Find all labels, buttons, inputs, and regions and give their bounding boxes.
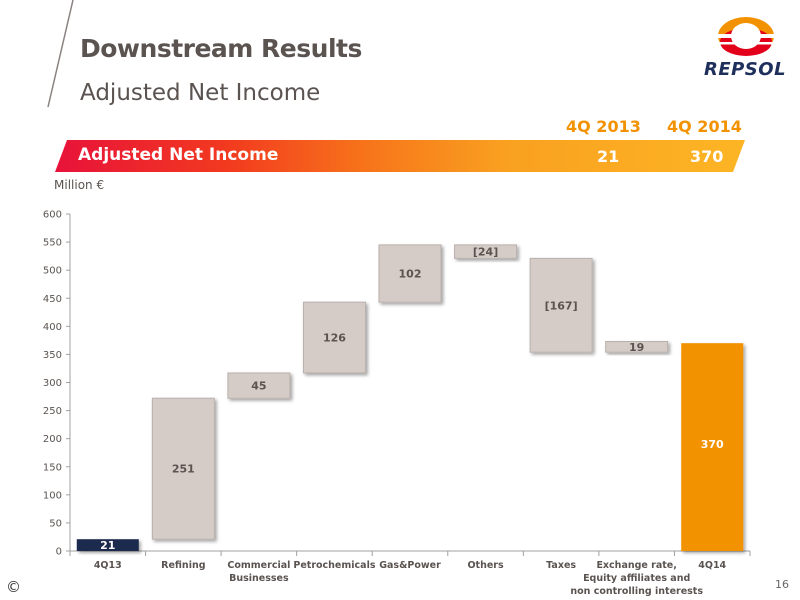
page-subtitle: Adjusted Net Income: [80, 80, 321, 106]
data-label: 126: [323, 332, 346, 345]
repsol-logo-icon: [716, 17, 776, 56]
x-tick-label: non controlling interests: [570, 586, 703, 597]
y-tick-label: 550: [43, 238, 62, 249]
page-number: 16: [775, 578, 789, 591]
x-tick-label: Gas&Power: [379, 560, 441, 571]
repsol-logo: REPSOL: [700, 12, 790, 82]
data-label: 102: [399, 268, 422, 281]
y-tick-label: 400: [43, 322, 62, 333]
bar-4q13: [76, 539, 139, 551]
data-label: 251: [172, 463, 195, 476]
y-tick-label: 0: [56, 547, 62, 558]
data-label: 45: [251, 380, 266, 393]
y-tick-label: 250: [43, 406, 62, 417]
period-4q2013: 4Q 2013: [566, 117, 641, 136]
x-tick-label: Commercial: [227, 560, 290, 571]
summary-banner-label: Adjusted Net Income: [78, 145, 279, 165]
summary-value-4q2013: 21: [597, 147, 620, 166]
bar-refining: [151, 397, 215, 540]
summary-value-4q2014: 370: [690, 147, 724, 166]
header-slash-decoration: [47, 0, 74, 108]
bar-others: [454, 244, 518, 259]
x-tick-label: Taxes: [546, 560, 576, 571]
data-label: 19: [629, 341, 644, 354]
y-tick-label: 500: [43, 266, 62, 277]
y-tick-label: 100: [43, 490, 62, 501]
x-tick-label: 4Q13: [94, 560, 122, 571]
data-label: 370: [701, 438, 724, 451]
unit-label: Million €: [54, 178, 105, 192]
data-label: [167]: [545, 299, 578, 312]
repsol-logo-text: REPSOL: [703, 59, 787, 80]
data-label: 21: [100, 539, 115, 552]
x-tick-label: Businesses: [229, 573, 289, 584]
x-tick-label: Refining: [161, 560, 205, 571]
bar-taxes: [529, 257, 593, 353]
x-tick-label: Exchange rate,: [596, 560, 676, 571]
y-tick-label: 450: [43, 294, 62, 305]
summary-banner: [55, 140, 745, 172]
x-tick-label: Equity affiliates and: [583, 573, 690, 584]
data-label: [24]: [473, 246, 498, 259]
bar-4q14: [681, 343, 744, 551]
y-tick-label: 150: [43, 462, 62, 473]
copyright-symbol: ©: [6, 578, 21, 596]
period-4q2014: 4Q 2014: [667, 117, 742, 136]
y-tick-label: 300: [43, 378, 62, 389]
y-tick-label: 600: [43, 210, 62, 221]
x-tick-label: Others: [467, 560, 504, 571]
y-tick-label: 50: [49, 518, 62, 529]
bar-exchange-rate-equity-affiliates-and-non-controlling-interests: [605, 340, 669, 353]
page-title: Downstream Results: [80, 34, 362, 63]
bar-commercial-businesses: [227, 372, 291, 399]
x-tick-label: 4Q14: [698, 560, 726, 571]
bar-gas-power: [378, 244, 442, 303]
bar-petrochemicals: [302, 301, 366, 374]
y-tick-label: 200: [43, 434, 62, 445]
y-tick-label: 350: [43, 350, 62, 361]
x-tick-label: Petrochemicals: [293, 560, 375, 571]
